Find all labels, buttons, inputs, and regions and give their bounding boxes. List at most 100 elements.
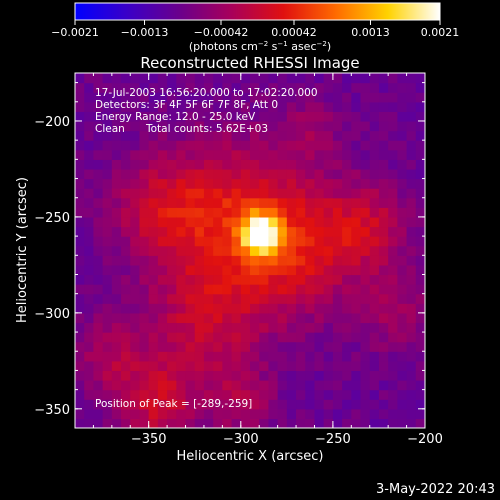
heatmap-cell — [277, 255, 288, 266]
heatmap-cell — [415, 303, 425, 314]
heatmap-cell — [111, 130, 122, 141]
heatmap-cell — [286, 322, 297, 333]
heatmap-cell — [360, 140, 371, 151]
heatmap-cell — [139, 322, 150, 333]
heatmap-cell — [84, 197, 95, 208]
heatmap-cell — [167, 274, 177, 285]
heatmap-cell — [296, 216, 306, 228]
heatmap-cell — [93, 140, 104, 151]
heatmap-cell — [194, 236, 205, 247]
heatmap-cell — [111, 341, 122, 352]
heatmap-cell — [185, 255, 196, 266]
heatmap-cell — [286, 418, 297, 428]
heatmap-cell — [378, 178, 389, 189]
heatmap-cell — [84, 207, 95, 218]
heatmap-cell — [231, 168, 242, 180]
heatmap-cell — [203, 120, 214, 132]
heatmap-cell — [167, 389, 177, 400]
heatmap-cell — [111, 245, 122, 256]
heatmap-cell — [342, 188, 352, 199]
heatmap-cell — [139, 207, 150, 218]
heatmap-cell — [157, 418, 168, 428]
heatmap-cell — [130, 389, 141, 400]
heatmap-cell — [378, 418, 389, 428]
heatmap-cell — [157, 303, 168, 314]
heatmap-cell — [75, 120, 85, 132]
heatmap-cell — [360, 149, 371, 160]
heatmap-cell — [415, 399, 425, 410]
heatmap-cell — [222, 418, 233, 428]
heatmap-cell — [157, 389, 168, 400]
heatmap-cell — [222, 226, 233, 237]
heatmap-cell — [222, 341, 233, 352]
heatmap-cell — [277, 312, 288, 324]
heatmap-cell — [148, 312, 159, 324]
heatmap-cell — [102, 380, 113, 391]
heatmap-cell — [93, 264, 104, 276]
heatmap-cell — [130, 332, 141, 343]
heatmap-cell — [121, 332, 131, 343]
heatmap-cell — [369, 284, 380, 295]
heatmap-cell — [222, 82, 233, 93]
heatmap-cell — [185, 120, 196, 132]
heatmap-cell — [231, 293, 242, 304]
heatmap-cell — [222, 322, 233, 333]
heatmap-cell — [369, 408, 380, 419]
heatmap-cell — [84, 380, 95, 391]
heatmap-cell — [102, 140, 113, 151]
heatmap-cell — [415, 130, 425, 141]
heatmap-cell — [176, 149, 187, 160]
x-axis-label: Heliocentric X (arcsec) — [177, 449, 324, 464]
heatmap-cell — [277, 149, 288, 160]
heatmap-cell — [332, 111, 343, 122]
heatmap-cell — [130, 73, 141, 84]
heatmap-cell — [185, 207, 196, 218]
heatmap-cell — [139, 178, 150, 189]
heatmap-cell — [222, 293, 233, 304]
heatmap-cell — [415, 380, 425, 391]
heatmap-cell — [369, 303, 380, 314]
heatmap-cell — [121, 351, 131, 362]
heatmap-cell — [286, 312, 297, 324]
heatmap-cell — [176, 236, 187, 247]
heatmap-cell — [176, 216, 187, 228]
heatmap-cell — [139, 226, 150, 237]
heatmap-cell — [314, 389, 325, 400]
heatmap-cell — [176, 255, 187, 266]
heatmap-cell — [277, 322, 288, 333]
heatmap-cell — [314, 178, 325, 189]
heatmap-cell — [323, 245, 334, 256]
heatmap-cell — [203, 188, 214, 199]
heatmap-cell — [259, 293, 270, 304]
heatmap-cell — [157, 332, 168, 343]
heatmap-cell — [378, 197, 389, 208]
heatmap-cell — [296, 408, 306, 419]
heatmap-cell — [342, 178, 352, 189]
heatmap-cell — [397, 332, 408, 343]
heatmap-cell — [222, 92, 233, 103]
heatmap-cell — [130, 216, 141, 228]
heatmap-cell — [388, 216, 398, 228]
heatmap-cell — [277, 399, 288, 410]
heatmap-cell — [111, 197, 122, 208]
heatmap-cell — [259, 216, 270, 228]
heatmap-cell — [388, 264, 398, 276]
heatmap-cell — [332, 255, 343, 266]
heatmap-cell — [167, 207, 177, 218]
heatmap-cell — [121, 130, 131, 141]
heatmap-cell — [167, 303, 177, 314]
heatmap-cell — [277, 111, 288, 122]
heatmap-cell — [323, 351, 334, 362]
heatmap-cell — [378, 207, 389, 218]
heatmap-cell — [397, 197, 408, 208]
heatmap-cell — [406, 188, 417, 199]
heatmap-cell — [332, 216, 343, 228]
heatmap-cell — [93, 389, 104, 400]
heatmap-cell — [286, 236, 297, 247]
heatmap-cell — [185, 360, 196, 372]
heatmap-cell — [342, 293, 352, 304]
heatmap-cell — [93, 380, 104, 391]
heatmap-cell — [351, 312, 362, 324]
heatmap-cell — [130, 293, 141, 304]
heatmap-cell — [378, 264, 389, 276]
